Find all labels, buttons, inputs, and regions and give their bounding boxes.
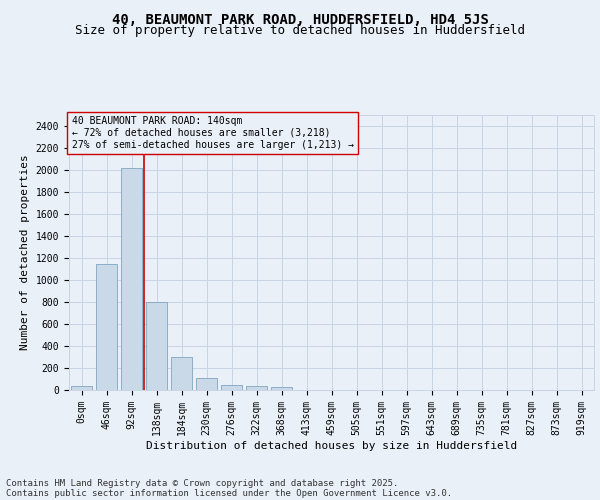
Bar	[121, 168, 142, 390]
Text: Contains HM Land Registry data © Crown copyright and database right 2025.: Contains HM Land Registry data © Crown c…	[6, 479, 398, 488]
Y-axis label: Number of detached properties: Number of detached properties	[20, 154, 30, 350]
Bar	[96, 264, 117, 390]
X-axis label: Distribution of detached houses by size in Huddersfield: Distribution of detached houses by size …	[146, 440, 517, 450]
Bar	[171, 357, 192, 390]
Text: Size of property relative to detached houses in Huddersfield: Size of property relative to detached ho…	[75, 24, 525, 37]
Text: 40 BEAUMONT PARK ROAD: 140sqm
← 72% of detached houses are smaller (3,218)
27% o: 40 BEAUMONT PARK ROAD: 140sqm ← 72% of d…	[71, 116, 353, 150]
Bar	[146, 302, 167, 390]
Bar	[246, 386, 267, 390]
Bar	[196, 378, 217, 390]
Text: 40, BEAUMONT PARK ROAD, HUDDERSFIELD, HD4 5JS: 40, BEAUMONT PARK ROAD, HUDDERSFIELD, HD…	[112, 12, 488, 26]
Bar	[71, 386, 92, 390]
Bar	[221, 384, 242, 390]
Bar	[271, 387, 292, 390]
Text: Contains public sector information licensed under the Open Government Licence v3: Contains public sector information licen…	[6, 489, 452, 498]
